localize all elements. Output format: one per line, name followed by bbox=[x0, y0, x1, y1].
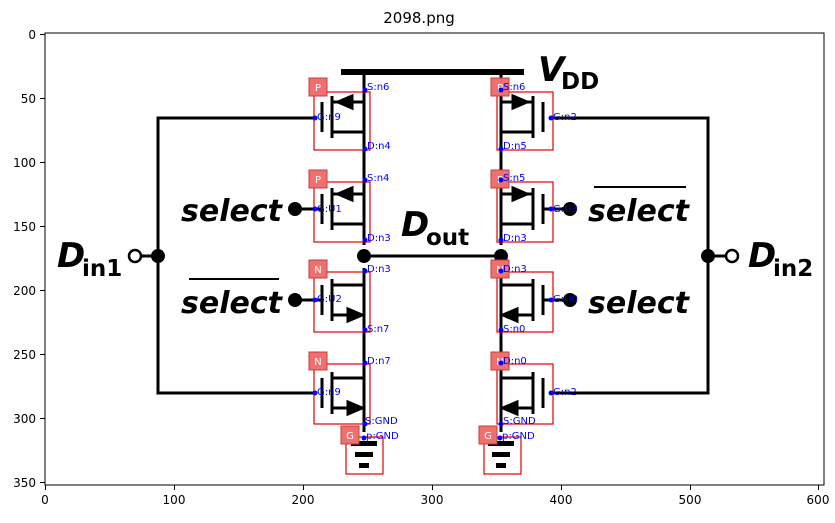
axes-frame bbox=[44, 32, 825, 486]
pin-label: S:GND bbox=[365, 416, 398, 427]
din2-terminal bbox=[724, 248, 740, 264]
pin-label: G:U1 bbox=[317, 204, 342, 215]
select-label: select bbox=[181, 194, 284, 229]
transistor-left-3 bbox=[320, 279, 366, 324]
pin-annotations-right: S:n6 G:n2 D:n5 S:n5 G:U3 D:n3 D:n3 G:U0 … bbox=[497, 82, 578, 442]
detection-box bbox=[313, 91, 371, 151]
detection-box bbox=[313, 181, 371, 243]
transistor-right-2 bbox=[501, 185, 545, 230]
pin-label: S:n0 bbox=[503, 324, 525, 335]
pin-label: S:n4 bbox=[367, 173, 389, 184]
x-tick-label: 100 bbox=[163, 493, 186, 507]
class-tag: N bbox=[314, 357, 321, 368]
pin-label: S:n6 bbox=[367, 82, 389, 93]
pin-label: p:GND bbox=[366, 431, 399, 442]
transistor-right-1 bbox=[501, 93, 545, 138]
vdd-subscript: DD bbox=[561, 69, 599, 95]
pin-label: D:n0 bbox=[503, 356, 527, 367]
node-dot bbox=[288, 293, 302, 307]
y-tick-label: 150 bbox=[13, 220, 36, 234]
select-bar-label: select bbox=[588, 194, 691, 229]
node-dot bbox=[151, 249, 165, 263]
class-tag: G bbox=[346, 431, 354, 442]
pin-label: D:n3 bbox=[367, 264, 391, 275]
pin-label: G:n2 bbox=[553, 387, 577, 398]
detection-box bbox=[496, 181, 554, 243]
x-tick-label: 200 bbox=[292, 493, 315, 507]
pin-label: S:n5 bbox=[503, 173, 525, 184]
pin-label: S:GND bbox=[503, 416, 536, 427]
detection-box bbox=[496, 91, 554, 151]
transistor-left-2 bbox=[320, 185, 364, 230]
select-label: select bbox=[588, 286, 691, 321]
figure-title: 2098.png bbox=[383, 9, 455, 27]
y-tick-label: 350 bbox=[13, 476, 36, 490]
node-dot bbox=[563, 293, 577, 307]
din2-subscript: in2 bbox=[773, 256, 813, 282]
select-bar-label: select bbox=[181, 286, 284, 321]
class-tag: P bbox=[315, 83, 321, 94]
pin-label: D:n5 bbox=[503, 141, 527, 152]
class-tag: P bbox=[315, 175, 321, 186]
class-tag: G bbox=[484, 431, 492, 442]
pin-label: G:U3 bbox=[553, 204, 578, 215]
din1-terminal bbox=[127, 248, 143, 264]
x-tick-label: 400 bbox=[550, 493, 573, 507]
pin-label: G:U0 bbox=[553, 294, 578, 305]
y-tick-label: 0 bbox=[28, 28, 36, 42]
din2-label: D bbox=[748, 236, 776, 276]
x-tick-label: 0 bbox=[41, 493, 49, 507]
dout-label: D bbox=[401, 205, 429, 245]
transistor-right-3 bbox=[499, 279, 545, 324]
pin-label: G:n2 bbox=[553, 112, 577, 123]
y-tick-label: 300 bbox=[13, 412, 36, 426]
y-tick-label: 100 bbox=[13, 156, 36, 170]
x-tick-label: 600 bbox=[807, 493, 830, 507]
pin-label: D:n4 bbox=[367, 141, 391, 152]
detection-box bbox=[483, 436, 522, 475]
transistor-right-4 bbox=[499, 372, 545, 417]
din1-subscript: in1 bbox=[82, 256, 122, 282]
node-dot bbox=[288, 202, 302, 216]
y-tick-label: 200 bbox=[13, 284, 36, 298]
y-tick-label: 250 bbox=[13, 348, 36, 362]
ground-symbol-left bbox=[351, 441, 377, 468]
node-dot bbox=[701, 249, 715, 263]
pin-label: D:n3 bbox=[503, 233, 527, 244]
pin-label: D:n3 bbox=[367, 233, 391, 244]
pin-label: G:n9 bbox=[317, 112, 341, 123]
circuit-nodes bbox=[151, 202, 715, 307]
y-axis: 0 50 100 150 200 250 300 350 bbox=[13, 28, 45, 490]
x-tick-label: 500 bbox=[679, 493, 702, 507]
y-tick-label: 50 bbox=[21, 92, 36, 106]
pin-label: S:n6 bbox=[503, 82, 525, 93]
transistors bbox=[320, 93, 545, 417]
din1-label: D bbox=[57, 236, 85, 276]
x-axis: 0 100 200 300 400 500 600 bbox=[41, 485, 829, 507]
x-tick-label: 300 bbox=[421, 493, 444, 507]
pin-label: G:U2 bbox=[317, 294, 342, 305]
node-dot bbox=[357, 249, 371, 263]
pin-label: D:n7 bbox=[367, 356, 391, 367]
detection-box bbox=[496, 271, 554, 333]
dout-subscript: out bbox=[426, 225, 469, 251]
pin-label: G:n9 bbox=[317, 387, 341, 398]
pin-label: D:n3 bbox=[503, 264, 527, 275]
transistor-left-1 bbox=[320, 93, 364, 138]
transistor-left-4 bbox=[320, 372, 366, 417]
pin-label: S:n7 bbox=[367, 324, 389, 335]
vdd-label: V bbox=[538, 50, 567, 90]
node-dot bbox=[563, 202, 577, 216]
class-tag: N bbox=[314, 265, 321, 276]
pin-annotations-left: S:n6 G:n9 D:n4 S:n4 G:U1 D:n3 D:n3 G:U2 … bbox=[312, 82, 399, 442]
ground-symbol-right bbox=[488, 441, 514, 468]
pin-label: p:GND bbox=[502, 431, 535, 442]
